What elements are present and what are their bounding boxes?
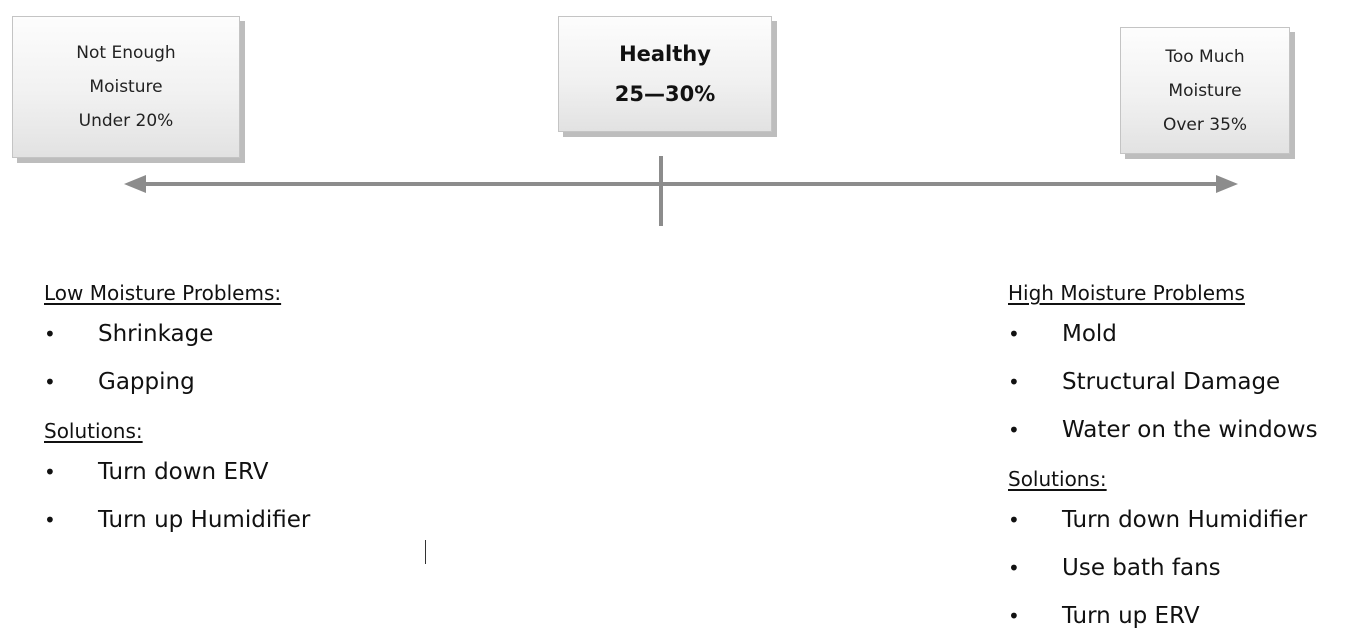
box-text-line: Moisture	[89, 77, 163, 97]
list-item-text: Turn up ERV	[1062, 603, 1200, 629]
list-item-text: Structural Damage	[1062, 369, 1281, 395]
list-item: • Turn down Humidifier	[1008, 496, 1318, 544]
text-cursor	[425, 540, 426, 564]
bullet-icon: •	[44, 322, 56, 346]
bullet-icon: •	[44, 460, 56, 484]
box-text-line: Healthy	[619, 42, 711, 66]
bullet-icon: •	[1008, 508, 1020, 532]
box-text-line: Moisture	[1168, 80, 1242, 101]
low-moisture-solutions-heading: Solutions:	[44, 419, 143, 443]
high-moisture-problems-heading: High Moisture Problems	[1008, 281, 1245, 305]
bullet-icon: •	[1008, 604, 1020, 628]
list-item-text: Turn down ERV	[98, 459, 269, 485]
healthy-range-box: Healthy 25—30%	[558, 16, 772, 132]
too-much-moisture-box: Too Much Moisture Over 35%	[1120, 27, 1290, 154]
list-item-text: Water on the windows	[1062, 417, 1318, 443]
list-item: • Turn up Humidifier	[44, 496, 310, 544]
not-enough-moisture-box: Not Enough Moisture Under 20%	[12, 16, 240, 158]
bullet-icon: •	[1008, 556, 1020, 580]
bullet-icon: •	[1008, 322, 1020, 346]
bullet-icon: •	[1008, 370, 1020, 394]
low-moisture-problems-list: • Shrinkage • Gapping	[44, 310, 310, 406]
list-item: • Mold	[1008, 310, 1318, 358]
list-item-text: Turn down Humidifier	[1062, 507, 1308, 533]
list-item-text: Shrinkage	[98, 321, 214, 347]
box-text-line: Not Enough	[76, 43, 176, 63]
right-arrowhead	[1216, 175, 1238, 193]
list-item: • Gapping	[44, 358, 310, 406]
bullet-icon: •	[44, 370, 56, 394]
list-item-text: Turn up Humidifier	[98, 507, 311, 533]
box-text-line: Too Much	[1165, 46, 1245, 67]
list-item-text: Use bath fans	[1062, 555, 1221, 581]
box-text-line: Under 20%	[78, 111, 174, 131]
low-moisture-problems-heading: Low Moisture Problems:	[44, 281, 282, 305]
list-item: • Shrinkage	[44, 310, 310, 358]
list-item-text: Gapping	[98, 369, 195, 395]
left-arrowhead	[124, 175, 146, 193]
high-moisture-problems-list: • Mold • Structural Damage • Water on the w…	[1008, 310, 1318, 454]
list-item: • Water on the windows	[1008, 406, 1318, 454]
box-text-line: 25—30%	[614, 82, 716, 106]
high-moisture-column: High Moisture Problems • Mold • Structural…	[1008, 276, 1318, 640]
high-moisture-solutions-list: • Turn down Humidifier • Use bath fans • Tu…	[1008, 496, 1318, 640]
low-moisture-solutions-list: • Turn down ERV • Turn up Humidifier	[44, 448, 310, 544]
bullet-icon: •	[44, 508, 56, 532]
list-item: • Use bath fans	[1008, 544, 1318, 592]
low-moisture-column: Low Moisture Problems: • Shrinkage • Gappi…	[44, 276, 310, 544]
high-moisture-solutions-heading: Solutions:	[1008, 467, 1107, 491]
list-item: • Turn down ERV	[44, 448, 310, 496]
list-item: • Structural Damage	[1008, 358, 1318, 406]
box-text-line: Over 35%	[1162, 114, 1248, 135]
list-item-text: Mold	[1062, 321, 1117, 347]
list-item: • Turn up ERV	[1008, 592, 1318, 640]
bullet-icon: •	[1008, 418, 1020, 442]
